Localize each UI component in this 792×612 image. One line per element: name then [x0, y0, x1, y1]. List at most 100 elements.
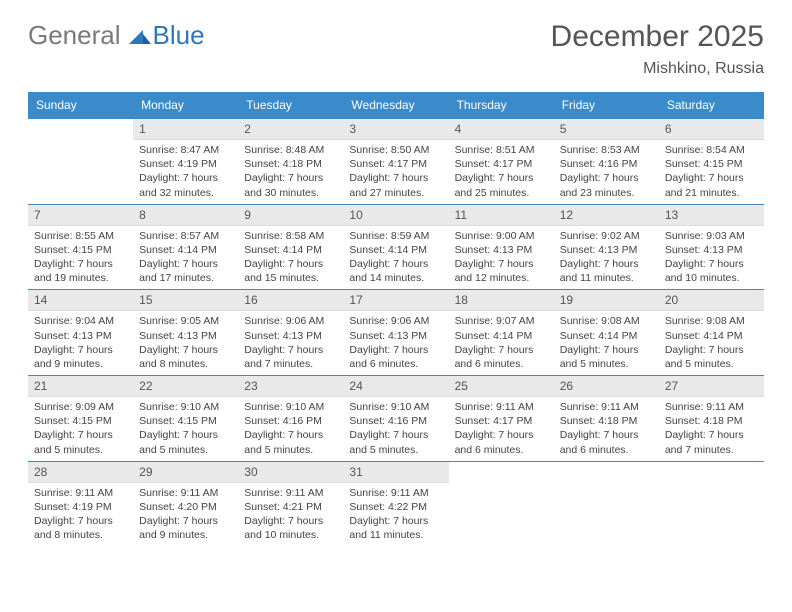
sunset-text: Sunset: 4:14 PM [244, 243, 337, 257]
sunrise-text: Sunrise: 8:51 AM [455, 143, 548, 157]
sunrise-text: Sunrise: 9:11 AM [139, 486, 232, 500]
sunrise-text: Sunrise: 9:11 AM [455, 400, 548, 414]
day-number: 26 [554, 376, 659, 397]
sunset-text: Sunset: 4:20 PM [139, 500, 232, 514]
calendar-day-cell: 15 Sunrise: 9:05 AMSunset: 4:13 PMDayligh… [133, 290, 238, 376]
day-number: 27 [659, 376, 764, 397]
sunrise-text: Sunrise: 9:10 AM [349, 400, 442, 414]
day-info: Sunrise: 9:10 AMSunset: 4:15 PMDaylight:… [133, 397, 238, 461]
sunrise-text: Sunrise: 9:09 AM [34, 400, 127, 414]
sunset-text: Sunset: 4:14 PM [139, 243, 232, 257]
calendar-week-row: 1Sunrise: 8:47 AMSunset: 4:19 PMDaylight… [28, 119, 764, 205]
day-info: Sunrise: 9:08 AMSunset: 4:14 PMDaylight:… [554, 311, 659, 375]
calendar-day-cell: 28 Sunrise: 9:11 AMSunset: 4:19 PMDayligh… [28, 461, 133, 546]
sunrise-text: Sunrise: 9:07 AM [455, 314, 548, 328]
sunrise-text: Sunrise: 9:04 AM [34, 314, 127, 328]
day-number: 7 [28, 205, 133, 226]
calendar-table: SundayMondayTuesdayWednesdayThursdayFrid… [28, 92, 764, 546]
daylight-text: Daylight: 7 hours and 6 minutes. [455, 428, 548, 456]
daylight-text: Daylight: 7 hours and 32 minutes. [139, 171, 232, 199]
day-info: Sunrise: 9:10 AMSunset: 4:16 PMDaylight:… [238, 397, 343, 461]
day-number: 14 [28, 290, 133, 311]
daylight-text: Daylight: 7 hours and 8 minutes. [34, 514, 127, 542]
sunset-text: Sunset: 4:14 PM [560, 329, 653, 343]
daylight-text: Daylight: 7 hours and 10 minutes. [665, 257, 758, 285]
day-info: Sunrise: 9:11 AMSunset: 4:18 PMDaylight:… [554, 397, 659, 461]
calendar-day-cell: 5Sunrise: 8:53 AMSunset: 4:16 PMDaylight… [554, 119, 659, 205]
day-number: 30 [238, 462, 343, 483]
calendar-day-cell: 2Sunrise: 8:48 AMSunset: 4:18 PMDaylight… [238, 119, 343, 205]
sunrise-text: Sunrise: 9:10 AM [244, 400, 337, 414]
calendar-empty-cell [659, 461, 764, 546]
day-info: Sunrise: 9:10 AMSunset: 4:16 PMDaylight:… [343, 397, 448, 461]
logo-text-general: General [28, 20, 121, 51]
calendar-empty-cell [449, 461, 554, 546]
sunset-text: Sunset: 4:19 PM [34, 500, 127, 514]
daylight-text: Daylight: 7 hours and 11 minutes. [560, 257, 653, 285]
sunrise-text: Sunrise: 9:10 AM [139, 400, 232, 414]
weekday-header: Monday [133, 92, 238, 119]
sunrise-text: Sunrise: 8:53 AM [560, 143, 653, 157]
calendar-day-cell: 26Sunrise: 9:11 AMSunset: 4:18 PMDayligh… [554, 376, 659, 462]
day-info: Sunrise: 9:07 AMSunset: 4:14 PMDaylight:… [449, 311, 554, 375]
day-number: 2 [238, 119, 343, 140]
sunrise-text: Sunrise: 9:06 AM [349, 314, 442, 328]
weekday-header: Wednesday [343, 92, 448, 119]
logo: General Blue [28, 20, 205, 51]
day-number: 4 [449, 119, 554, 140]
daylight-text: Daylight: 7 hours and 25 minutes. [455, 171, 548, 199]
sunset-text: Sunset: 4:16 PM [349, 414, 442, 428]
day-info: Sunrise: 8:54 AMSunset: 4:15 PMDaylight:… [659, 140, 764, 204]
daylight-text: Daylight: 7 hours and 5 minutes. [34, 428, 127, 456]
daylight-text: Daylight: 7 hours and 10 minutes. [244, 514, 337, 542]
sunset-text: Sunset: 4:13 PM [455, 243, 548, 257]
sunrise-text: Sunrise: 9:11 AM [665, 400, 758, 414]
day-info: Sunrise: 9:02 AMSunset: 4:13 PMDaylight:… [554, 226, 659, 290]
daylight-text: Daylight: 7 hours and 17 minutes. [139, 257, 232, 285]
daylight-text: Daylight: 7 hours and 5 minutes. [665, 343, 758, 371]
sunrise-text: Sunrise: 9:02 AM [560, 229, 653, 243]
daylight-text: Daylight: 7 hours and 7 minutes. [665, 428, 758, 456]
calendar-week-row: 14Sunrise: 9:04 AMSunset: 4:13 PMDayligh… [28, 290, 764, 376]
sunset-text: Sunset: 4:16 PM [244, 414, 337, 428]
weekday-header: Thursday [449, 92, 554, 119]
calendar-day-cell: 22Sunrise: 9:10 AMSunset: 4:15 PMDayligh… [133, 376, 238, 462]
sunrise-text: Sunrise: 9:05 AM [139, 314, 232, 328]
daylight-text: Daylight: 7 hours and 8 minutes. [139, 343, 232, 371]
day-number: 28 [28, 462, 133, 483]
calendar-week-row: 7Sunrise: 8:55 AMSunset: 4:15 PMDaylight… [28, 204, 764, 290]
day-info: Sunrise: 9:00 AMSunset: 4:13 PMDaylight:… [449, 226, 554, 290]
calendar-day-cell: 14Sunrise: 9:04 AMSunset: 4:13 PMDayligh… [28, 290, 133, 376]
sunrise-text: Sunrise: 9:11 AM [349, 486, 442, 500]
daylight-text: Daylight: 7 hours and 9 minutes. [139, 514, 232, 542]
sunset-text: Sunset: 4:13 PM [560, 243, 653, 257]
sunrise-text: Sunrise: 8:59 AM [349, 229, 442, 243]
calendar-day-cell: 20Sunrise: 9:08 AMSunset: 4:14 PMDayligh… [659, 290, 764, 376]
calendar-day-cell: 3Sunrise: 8:50 AMSunset: 4:17 PMDaylight… [343, 119, 448, 205]
day-info: Sunrise: 9:11 AMSunset: 4:22 PMDaylight:… [343, 483, 448, 547]
weekday-header: Tuesday [238, 92, 343, 119]
day-info: Sunrise: 9:03 AMSunset: 4:13 PMDaylight:… [659, 226, 764, 290]
sunrise-text: Sunrise: 8:48 AM [244, 143, 337, 157]
calendar-day-cell: 10Sunrise: 8:59 AMSunset: 4:14 PMDayligh… [343, 204, 448, 290]
sunset-text: Sunset: 4:14 PM [349, 243, 442, 257]
calendar-empty-cell [554, 461, 659, 546]
sunset-text: Sunset: 4:21 PM [244, 500, 337, 514]
day-info: Sunrise: 8:48 AMSunset: 4:18 PMDaylight:… [238, 140, 343, 204]
sunset-text: Sunset: 4:18 PM [560, 414, 653, 428]
day-number: 3 [343, 119, 448, 140]
sunset-text: Sunset: 4:13 PM [349, 329, 442, 343]
day-number: 1 [133, 119, 238, 140]
day-number: 15 [133, 290, 238, 311]
sunrise-text: Sunrise: 9:11 AM [34, 486, 127, 500]
day-number: 16 [238, 290, 343, 311]
day-number: 13 [659, 205, 764, 226]
calendar-body: 1Sunrise: 8:47 AMSunset: 4:19 PMDaylight… [28, 119, 764, 547]
day-info: Sunrise: 9:06 AMSunset: 4:13 PMDaylight:… [343, 311, 448, 375]
calendar-day-cell: 6Sunrise: 8:54 AMSunset: 4:15 PMDaylight… [659, 119, 764, 205]
sunset-text: Sunset: 4:13 PM [139, 329, 232, 343]
daylight-text: Daylight: 7 hours and 5 minutes. [139, 428, 232, 456]
sunset-text: Sunset: 4:16 PM [560, 157, 653, 171]
sunrise-text: Sunrise: 9:03 AM [665, 229, 758, 243]
day-info: Sunrise: 8:51 AMSunset: 4:17 PMDaylight:… [449, 140, 554, 204]
